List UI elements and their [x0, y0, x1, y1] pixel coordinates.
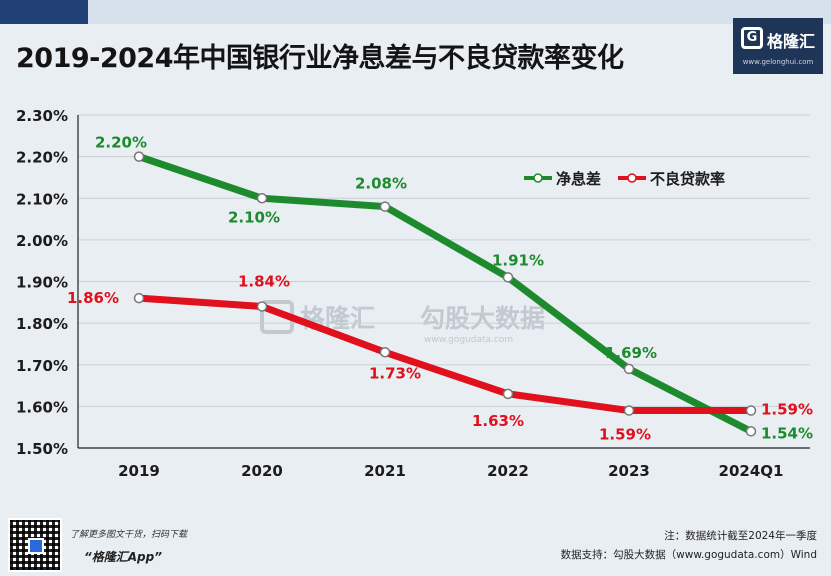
data-label: 1.91%: [492, 251, 544, 269]
data-label: 1.59%: [599, 426, 651, 444]
x-tick-label: 2022: [487, 462, 529, 480]
data-label: 2.20%: [95, 134, 147, 152]
series-line-1: [137, 153, 753, 435]
watermark-brand: 格隆汇: [300, 304, 375, 333]
data-label: 1.63%: [472, 412, 524, 430]
data-label: 1.84%: [238, 272, 290, 290]
legend-marker: [533, 173, 543, 183]
data-point: [623, 363, 635, 375]
x-tick-label: 2024Q1: [719, 462, 784, 480]
logo-url: www.gelonghui.com: [742, 58, 814, 66]
y-tick-label: 1.70%: [16, 357, 68, 375]
logo-g-icon: G: [741, 27, 763, 49]
data-point: [133, 292, 145, 304]
data-label: 1.59%: [761, 401, 813, 419]
top-bar-light: [88, 0, 831, 24]
y-tick-label: 1.90%: [16, 274, 68, 292]
watermark-url: www.gogudata.com: [424, 335, 513, 345]
data-point: [379, 201, 391, 212]
top-bar-dark: [0, 0, 88, 24]
data-point: [502, 388, 514, 400]
y-tick-label: 2.00%: [16, 232, 68, 250]
y-tick-label: 2.30%: [16, 107, 68, 125]
y-tick-label: 2.10%: [16, 190, 68, 208]
qr-code[interactable]: [8, 518, 62, 572]
x-tick-label: 2021: [364, 462, 406, 480]
data-label: 1.69%: [605, 344, 657, 362]
legend-marker: [627, 173, 637, 183]
x-tick-label: 2023: [608, 462, 650, 480]
x-tick-label: 2019: [118, 462, 160, 480]
legend-label: 不良贷款率: [650, 170, 725, 188]
watermark-brand2: 勾股大数据: [420, 304, 545, 333]
footer-app: “格隆汇App”: [84, 550, 162, 564]
data-point: [256, 301, 268, 312]
data-point: [502, 272, 514, 283]
x-tick-label: 2020: [241, 462, 283, 480]
data-point: [256, 193, 268, 204]
footer-caption: 了解更多图文干货，扫码下载: [70, 530, 188, 540]
legend-label: 净息差: [556, 170, 601, 188]
data-label: 2.10%: [228, 208, 280, 226]
data-point: [379, 347, 391, 358]
y-tick-label: 1.80%: [16, 315, 68, 333]
data-point: [623, 405, 635, 416]
data-point: [745, 405, 757, 416]
footer-source: 数据支持：勾股大数据（www.gogudata.com）Wind: [560, 549, 817, 561]
data-label: 1.73%: [369, 364, 421, 382]
y-tick-label: 1.50%: [16, 440, 68, 458]
data-point: [745, 426, 757, 437]
series-line-2: [138, 294, 751, 415]
data-point: [133, 151, 145, 162]
y-tick-label: 2.20%: [16, 149, 68, 167]
data-label: 2.08%: [355, 175, 407, 193]
footer-note: 注：数据统计截至2024年一季度: [664, 530, 817, 542]
y-tick-label: 1.60%: [16, 398, 68, 416]
data-label: 1.54%: [761, 424, 813, 442]
top-bar: [0, 0, 831, 24]
chart-title: 2019-2024年中国银行业净息差与不良贷款率变化: [16, 43, 624, 74]
data-label: 1.86%: [67, 289, 119, 307]
brand-logo: G 格隆汇 www.gelonghui.com: [733, 18, 823, 74]
logo-name: 格隆汇: [767, 32, 816, 51]
